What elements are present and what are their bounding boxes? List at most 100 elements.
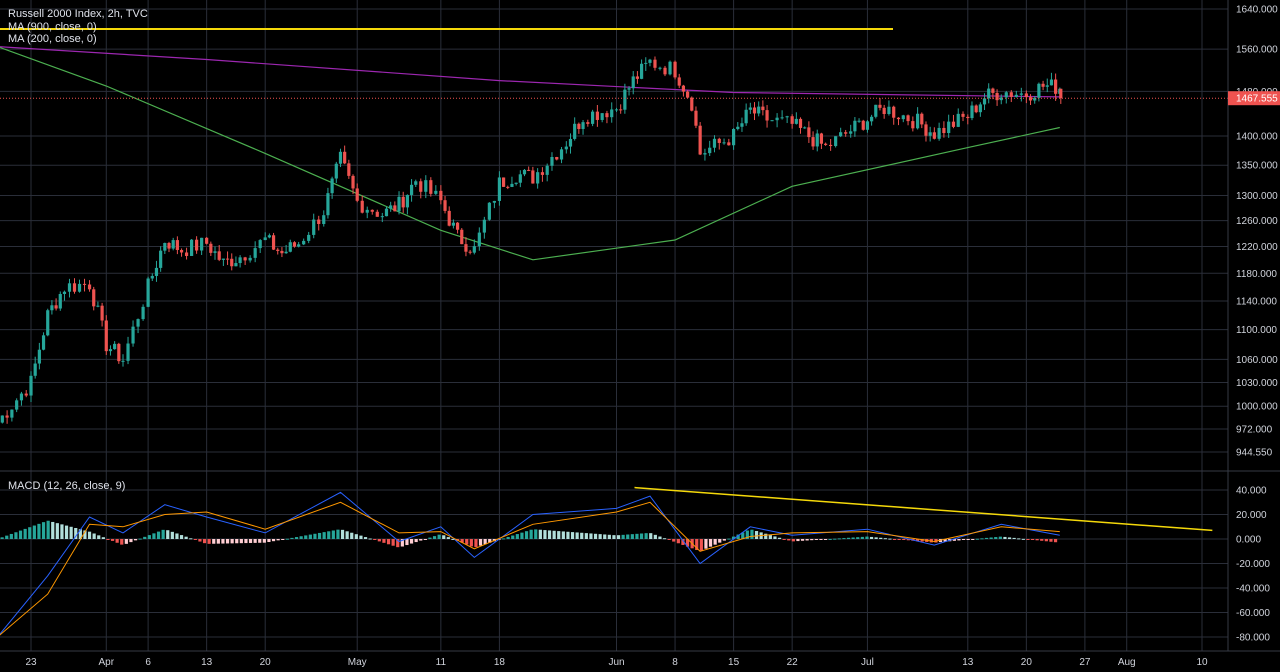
candle-body xyxy=(312,219,316,235)
ma900-legend[interactable]: MA (900, close, 0) xyxy=(8,21,97,33)
price-tick-label: 1180.000 xyxy=(1236,269,1277,280)
candle-body xyxy=(159,250,163,268)
macd-histogram-bar xyxy=(626,534,630,539)
macd-legend[interactable]: MACD (12, 26, close, 9) xyxy=(8,480,126,492)
macd-histogram-bar xyxy=(55,523,59,539)
macd-histogram-bar xyxy=(317,532,322,539)
macd-histogram-bar xyxy=(248,539,253,543)
macd-histogram-bar xyxy=(51,521,55,539)
macd-histogram-bar xyxy=(207,539,211,544)
candle-body xyxy=(429,180,433,194)
macd-histogram-bar xyxy=(570,532,575,539)
candle-body xyxy=(347,163,351,176)
candle-body xyxy=(326,193,330,216)
price-tick-label: 972.000 xyxy=(1236,424,1273,435)
macd-histogram-bar xyxy=(593,533,598,539)
candle-body xyxy=(991,88,995,93)
macd-histogram-bar xyxy=(561,531,565,539)
candle-body xyxy=(545,165,549,175)
macd-histogram-bar xyxy=(653,534,657,539)
macd-histogram-bar xyxy=(580,532,584,539)
candle-body xyxy=(668,61,672,75)
candle-body xyxy=(839,132,843,137)
price-tick-label: 1000.000 xyxy=(1236,402,1278,413)
macd-histogram-bar xyxy=(175,533,179,539)
macd-histogram-bar xyxy=(699,539,703,551)
macd-histogram-bar xyxy=(980,538,984,540)
candle-body xyxy=(785,116,789,118)
macd-histogram-bar xyxy=(538,529,542,539)
macd-histogram-bar xyxy=(212,539,216,544)
candle-body xyxy=(861,120,865,130)
macd-histogram-bar xyxy=(851,537,855,539)
macd-histogram-bar xyxy=(285,538,289,540)
chart-title[interactable]: Russell 2000 Index, 2h, TVC xyxy=(8,8,148,20)
candle-body xyxy=(54,305,58,309)
macd-histogram-bar xyxy=(833,538,837,540)
candle-body xyxy=(464,244,468,252)
candle-body xyxy=(717,138,721,143)
price-tick-label: 1300.000 xyxy=(1236,191,1278,202)
candle-body xyxy=(518,174,522,183)
candle-body xyxy=(136,319,140,327)
macd-histogram-bar xyxy=(423,539,427,540)
time-tick-label: 13 xyxy=(201,657,213,668)
macd-histogram-bar xyxy=(276,539,280,541)
macd-histogram-bar xyxy=(874,537,878,539)
candle-body xyxy=(497,177,501,201)
candle-body xyxy=(987,88,991,99)
candle-body xyxy=(10,409,14,418)
candle-body xyxy=(355,188,359,201)
macd-histogram-bar xyxy=(106,539,110,540)
macd-histogram-bar xyxy=(575,532,579,539)
candle-body xyxy=(1019,93,1023,95)
macd-histogram-bar xyxy=(400,539,404,547)
candle-body xyxy=(623,89,627,110)
candle-body xyxy=(648,59,652,63)
macd-histogram-bar xyxy=(644,533,648,539)
macd-histogram-bar xyxy=(331,530,335,539)
candle-body xyxy=(653,59,657,68)
macd-histogram-bar xyxy=(681,539,685,545)
macd-histogram-bar xyxy=(787,539,791,541)
candle-body xyxy=(141,306,145,320)
macd-histogram-bar xyxy=(290,537,294,539)
macd-tick-label: -20.000 xyxy=(1236,559,1270,570)
candle-body xyxy=(424,180,428,192)
candle-body xyxy=(263,237,267,241)
candle-body xyxy=(1028,97,1033,101)
candle-body xyxy=(614,109,619,111)
macd-histogram-bar xyxy=(313,533,317,539)
candle-body xyxy=(1059,88,1063,99)
macd-histogram-bar xyxy=(419,539,423,541)
candle-body xyxy=(663,67,667,75)
macd-histogram-bar xyxy=(796,539,800,542)
macd-histogram-bar xyxy=(584,533,588,539)
macd-histogram-bar xyxy=(327,531,331,539)
macd-histogram-bar xyxy=(777,537,782,539)
candle-body xyxy=(82,283,87,285)
time-tick-label: Apr xyxy=(98,657,114,668)
candle-body xyxy=(550,156,554,166)
macd-histogram-bar xyxy=(465,539,469,545)
macd-histogram-bar xyxy=(41,522,46,539)
macd-histogram-bar xyxy=(529,529,533,539)
candle-body xyxy=(627,88,631,90)
macd-tick-label: -80.000 xyxy=(1236,633,1270,644)
candle-body xyxy=(901,115,905,120)
ma200-legend[interactable]: MA (200, close, 0) xyxy=(8,33,97,45)
macd-histogram-bar xyxy=(18,530,23,539)
candle-body xyxy=(447,210,451,226)
candle-body xyxy=(807,127,811,138)
candle-body xyxy=(681,85,686,92)
macd-histogram-bar xyxy=(713,539,717,545)
candle-body xyxy=(225,258,230,260)
candle-body xyxy=(685,91,690,98)
macd-histogram-bar xyxy=(1049,539,1053,542)
macd-histogram-bar xyxy=(166,530,170,539)
macd-histogram-bar xyxy=(87,531,92,539)
macd-histogram-bar xyxy=(1044,539,1048,542)
candle-body xyxy=(631,76,635,89)
macd-histogram-bar xyxy=(138,538,142,540)
